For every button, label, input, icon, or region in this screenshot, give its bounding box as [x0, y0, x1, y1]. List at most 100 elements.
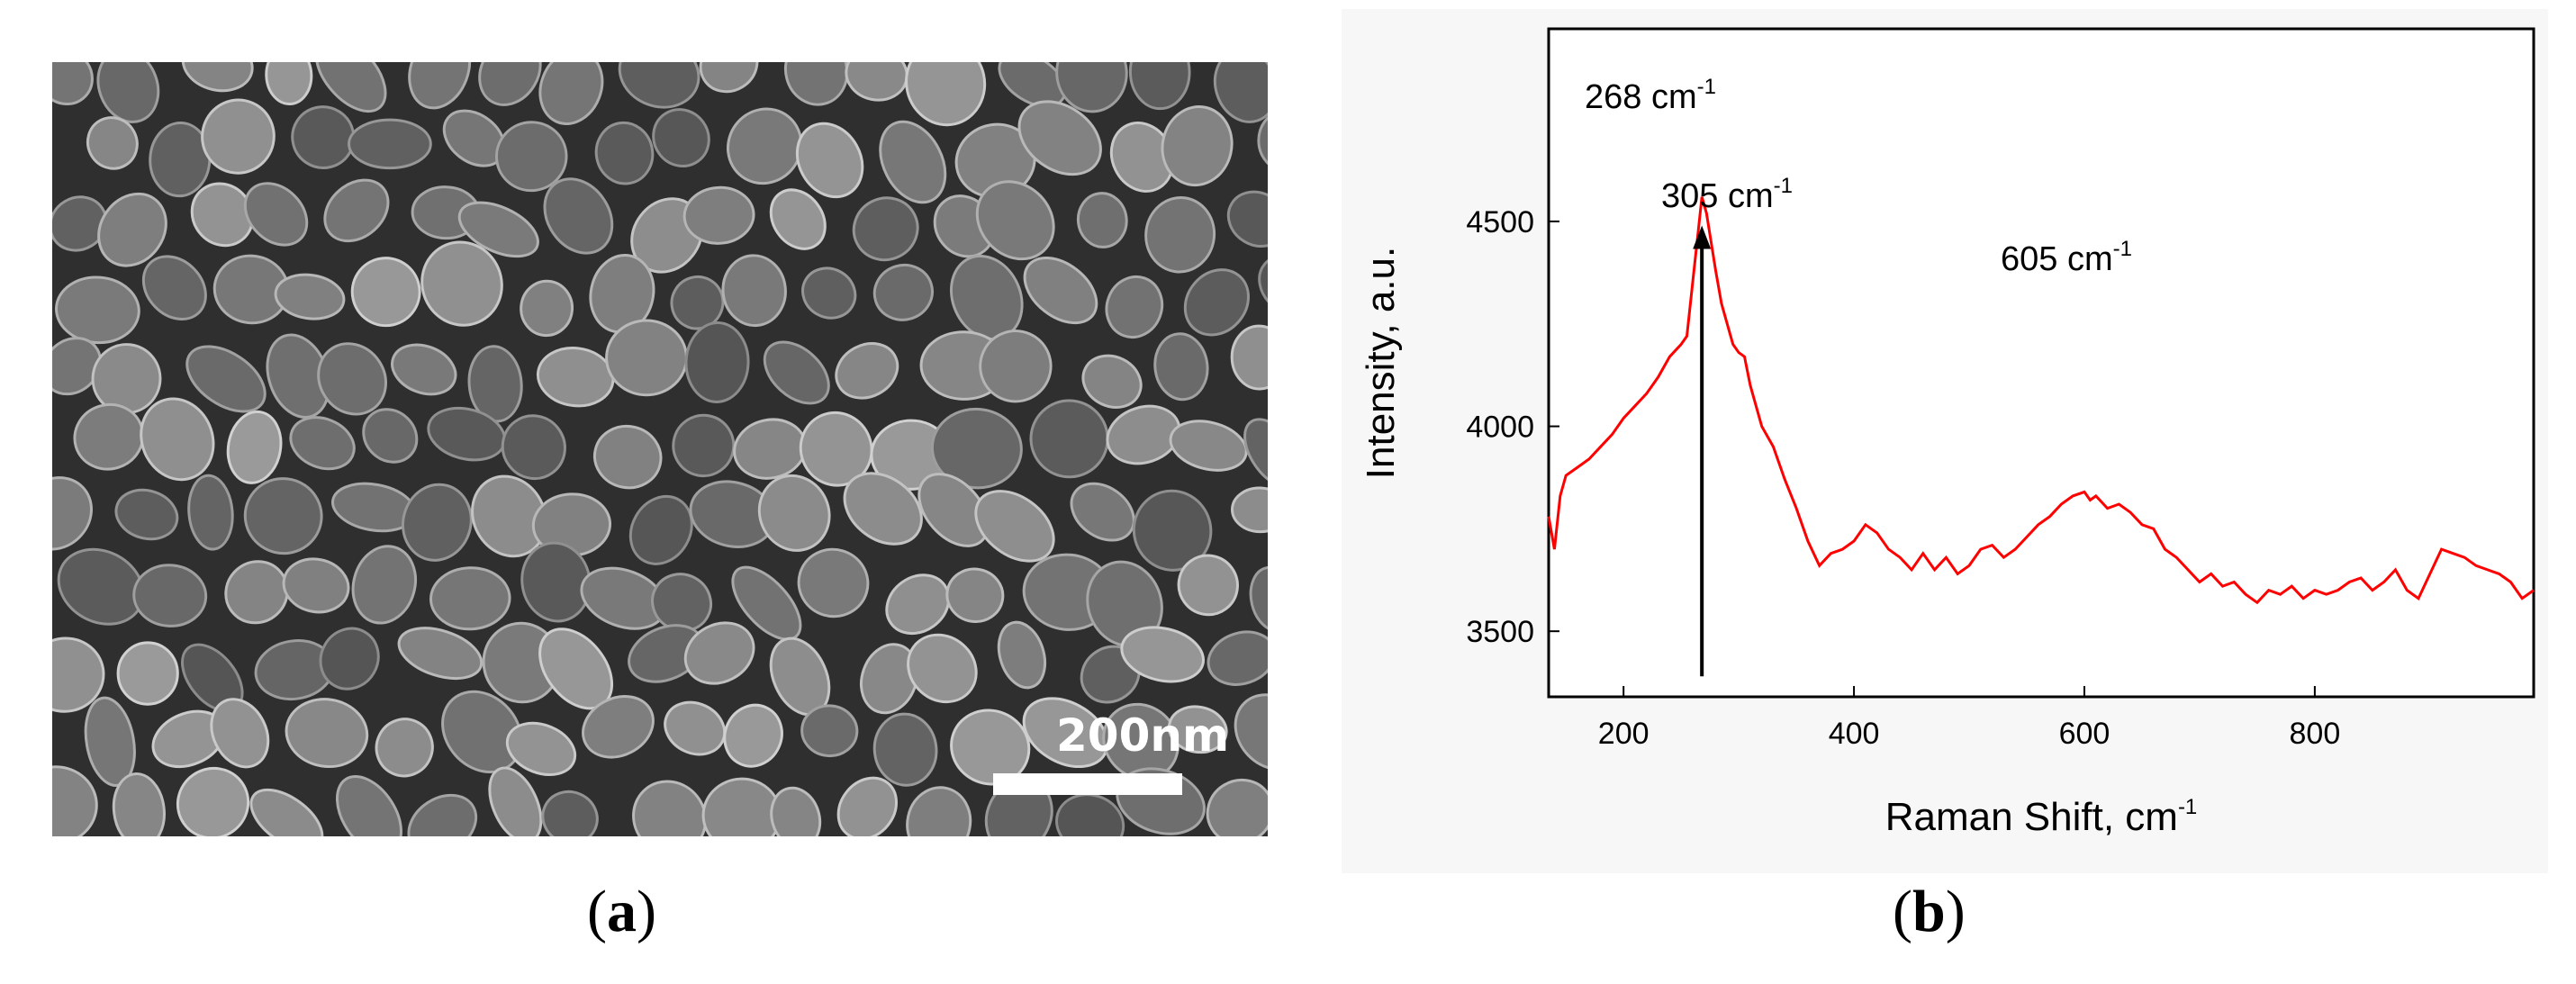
sem-grain — [684, 321, 750, 403]
sem-grain — [723, 703, 783, 768]
sem-grain — [1105, 275, 1164, 339]
sem-grain — [783, 62, 849, 106]
peak-arrow — [1693, 225, 1712, 677]
sem-grain — [397, 627, 484, 681]
sem-grain — [1017, 100, 1102, 176]
sem-grain — [116, 641, 179, 706]
sem-grain — [441, 690, 523, 774]
x-axis-title: Raman Shift, cm-1 — [1885, 795, 2198, 839]
plot-frame — [1547, 27, 2535, 699]
peak-label: 605 cm-1 — [2001, 237, 2132, 278]
sem-grain — [375, 718, 434, 778]
sem-grain — [96, 62, 160, 123]
sem-grain — [731, 565, 802, 641]
sem-grain — [1213, 62, 1268, 123]
sem-grain — [769, 188, 827, 250]
sem-grain — [471, 474, 547, 558]
sem-grain — [543, 177, 614, 255]
sem-grain — [55, 275, 140, 345]
sem-grain — [852, 196, 919, 262]
sem-grain — [494, 121, 568, 193]
sem-grain — [282, 557, 350, 614]
sem-grain — [201, 98, 276, 175]
sem-grain — [945, 567, 1005, 623]
panel-label-b: (b) — [1893, 879, 1966, 944]
sem-grain — [420, 240, 503, 327]
sem-grain — [1023, 256, 1098, 325]
sem-grain — [632, 780, 708, 836]
sem-grain — [1081, 354, 1143, 409]
sem-grain — [190, 182, 255, 248]
sem-grain — [1055, 62, 1128, 113]
sem-grain — [605, 319, 688, 397]
y-axis-title: Intensity, a.u. — [1359, 247, 1403, 479]
sem-grain — [1076, 192, 1128, 248]
sem-grain — [683, 621, 755, 685]
sem-grain — [323, 178, 390, 243]
sem-grain — [140, 397, 215, 482]
sem-grain — [249, 788, 324, 836]
sem-grain — [1243, 418, 1268, 489]
sem-grain — [265, 62, 313, 105]
sem-grain — [950, 709, 1031, 786]
sem-grain — [97, 192, 167, 267]
sem-grain — [1055, 793, 1125, 836]
sem-grain — [52, 636, 105, 713]
sem-grain — [429, 566, 511, 631]
sem-grain — [721, 254, 787, 328]
sem-grain — [664, 700, 727, 756]
sem-grain — [289, 416, 356, 471]
sem-grain — [52, 476, 93, 551]
sem-grain — [541, 790, 599, 836]
sem-grain — [589, 253, 655, 334]
sem-grain — [628, 494, 693, 565]
sem-grain — [114, 488, 179, 541]
sem-grain — [1249, 565, 1268, 633]
sem-grain — [979, 330, 1053, 403]
sem-grain — [501, 414, 566, 481]
sem-grain — [243, 477, 323, 555]
sem-grain — [1102, 702, 1180, 781]
sem-grain — [652, 108, 710, 167]
sem-grain — [917, 473, 990, 547]
grain-field — [52, 62, 1268, 836]
sem-grain — [536, 347, 615, 408]
sem-grain — [274, 273, 346, 320]
sem-grain — [538, 62, 604, 125]
sem-grain — [1183, 268, 1250, 337]
scale-bar-label: 200nm — [1056, 709, 1229, 762]
sem-micrograph: 200nm — [52, 62, 1268, 836]
sem-grain — [86, 116, 139, 170]
x-tick-label: 400 — [1829, 717, 1880, 751]
sem-grain — [243, 182, 309, 247]
sem-grain — [670, 275, 725, 330]
sem-grain — [505, 721, 577, 776]
sem-grain — [488, 766, 543, 836]
sem-grain — [52, 195, 108, 252]
x-tick-label: 200 — [1598, 717, 1650, 751]
sem-grain — [185, 345, 267, 413]
raman-chart: 200 400 600 800 3500 4000 4500 Raman Shift, c… — [1342, 9, 2548, 873]
sem-grain — [699, 62, 759, 94]
sem-grain — [285, 698, 369, 769]
sem-grain — [843, 472, 923, 546]
sem-grain — [402, 483, 473, 562]
sem-grain — [930, 407, 1023, 490]
sem-grain — [682, 185, 755, 245]
sem-grain — [457, 201, 539, 258]
sem-grain — [1120, 626, 1205, 683]
sem-grain — [836, 776, 899, 836]
sem-grain — [408, 62, 472, 110]
sem-grain — [319, 627, 380, 691]
panel-label-a: (a) — [587, 879, 656, 944]
sem-grain — [335, 775, 402, 836]
sem-grain — [835, 342, 899, 400]
sem-grain — [763, 340, 830, 405]
sem-grain — [362, 408, 419, 464]
sem-grain — [1144, 196, 1216, 274]
sem-grain — [872, 712, 938, 787]
sem-grain — [1161, 105, 1234, 187]
sem-grain — [795, 122, 864, 199]
sem-grain — [582, 695, 655, 759]
sem-image: 200nm — [52, 62, 1268, 836]
